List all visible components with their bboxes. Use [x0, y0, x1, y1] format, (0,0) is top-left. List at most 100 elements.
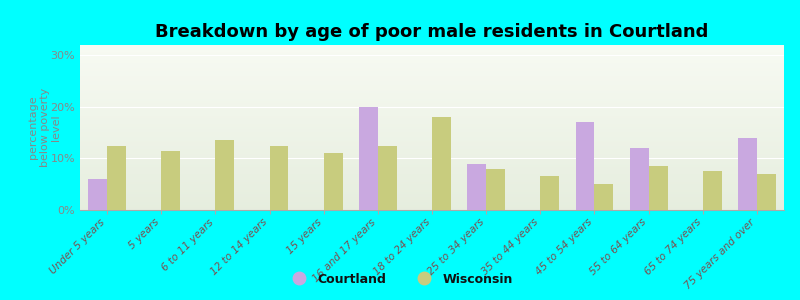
Bar [80, 126, 784, 128]
Bar [80, 46, 784, 48]
Bar [107, 146, 126, 210]
Bar [80, 132, 784, 134]
Bar [80, 159, 784, 160]
Bar [80, 157, 784, 159]
Bar [80, 203, 784, 205]
Bar [80, 98, 784, 99]
Bar [80, 141, 784, 142]
Bar [80, 121, 784, 122]
Bar [432, 117, 451, 210]
Bar [80, 207, 784, 208]
Bar [80, 86, 784, 88]
Bar [80, 177, 784, 178]
Bar [630, 148, 649, 210]
Bar [80, 147, 784, 149]
Bar [359, 107, 378, 210]
Bar [80, 78, 784, 80]
Bar [80, 136, 784, 137]
Bar [80, 112, 784, 114]
Legend: Courtland, Wisconsin: Courtland, Wisconsin [282, 268, 518, 291]
Bar [80, 160, 784, 162]
Bar [80, 175, 784, 177]
Bar [575, 122, 594, 210]
Bar [80, 195, 784, 197]
Bar [80, 197, 784, 199]
Bar [80, 152, 784, 154]
Bar [80, 119, 784, 121]
Bar [80, 208, 784, 210]
Bar [80, 124, 784, 126]
Bar [80, 114, 784, 116]
Bar [540, 176, 559, 210]
Bar [702, 171, 722, 210]
Bar [80, 172, 784, 174]
Bar [80, 111, 784, 112]
Bar [486, 169, 505, 210]
Bar [80, 134, 784, 136]
Bar [80, 101, 784, 103]
Bar [80, 128, 784, 129]
Bar [80, 75, 784, 76]
Bar [215, 140, 234, 210]
Bar [324, 153, 342, 210]
Bar [80, 96, 784, 98]
Bar [80, 185, 784, 187]
Y-axis label: percentage
below poverty
level: percentage below poverty level [28, 88, 62, 167]
Bar [80, 53, 784, 55]
Bar [738, 138, 757, 210]
Bar [80, 174, 784, 175]
Bar [80, 122, 784, 124]
Bar [80, 164, 784, 165]
Bar [80, 94, 784, 96]
Bar [80, 139, 784, 141]
Bar [80, 80, 784, 81]
Bar [80, 169, 784, 170]
Bar [88, 179, 107, 210]
Bar [80, 85, 784, 86]
Bar [80, 70, 784, 71]
Title: Breakdown by age of poor male residents in Courtland: Breakdown by age of poor male residents … [155, 23, 709, 41]
Bar [80, 142, 784, 144]
Bar [80, 109, 784, 111]
Bar [162, 151, 180, 210]
Bar [80, 56, 784, 58]
Bar [80, 88, 784, 89]
Bar [80, 73, 784, 75]
Bar [80, 155, 784, 157]
Bar [270, 146, 289, 210]
Bar [467, 164, 486, 210]
Bar [80, 162, 784, 164]
Bar [80, 99, 784, 101]
Bar [80, 167, 784, 169]
Bar [80, 200, 784, 202]
Bar [80, 118, 784, 119]
Bar [80, 103, 784, 104]
Bar [80, 154, 784, 155]
Bar [80, 55, 784, 56]
Bar [80, 106, 784, 108]
Bar [80, 58, 784, 60]
Bar [80, 144, 784, 146]
Bar [80, 83, 784, 85]
Bar [80, 129, 784, 131]
Bar [80, 184, 784, 185]
Bar [80, 66, 784, 68]
Bar [80, 202, 784, 203]
Bar [80, 146, 784, 147]
Bar [80, 91, 784, 93]
Bar [80, 199, 784, 200]
Bar [80, 68, 784, 70]
Bar [80, 50, 784, 52]
Bar [80, 108, 784, 109]
Bar [80, 93, 784, 94]
Bar [80, 76, 784, 78]
Bar [80, 65, 784, 66]
Bar [80, 151, 784, 152]
Bar [378, 146, 397, 210]
Bar [80, 81, 784, 83]
Bar [80, 48, 784, 50]
Bar [80, 45, 784, 46]
Bar [757, 174, 776, 210]
Bar [80, 60, 784, 61]
Bar [80, 63, 784, 65]
